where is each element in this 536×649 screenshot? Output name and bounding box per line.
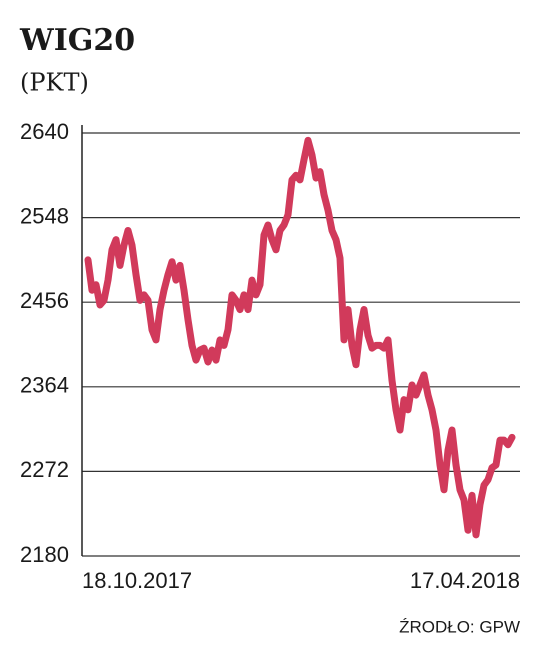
x-tick-label: 18.10.2017 xyxy=(82,568,192,593)
line xyxy=(84,136,516,539)
source: ŹRODŁO: GPW xyxy=(399,617,520,636)
y-tick-label: 2364 xyxy=(20,373,69,398)
y-tick-label: 2456 xyxy=(20,288,69,313)
y-tick-label: 2640 xyxy=(20,119,69,144)
y-tick-label: 2548 xyxy=(20,203,69,228)
chart-subtitle: (PKT) xyxy=(20,69,89,97)
y-tick-label: 2272 xyxy=(20,457,69,482)
chart-title: WIG20 xyxy=(19,23,135,58)
y-tick-label: 2180 xyxy=(20,542,69,567)
x-tick-label: 17.04.2018 xyxy=(410,568,520,593)
